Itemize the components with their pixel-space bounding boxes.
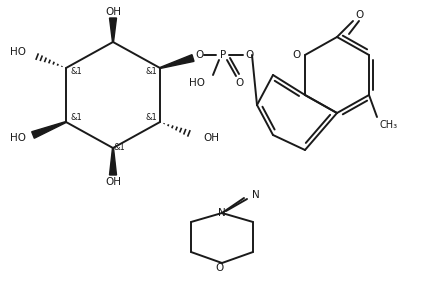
Text: OH: OH (203, 133, 219, 143)
Text: O: O (195, 50, 203, 60)
Text: &1: &1 (113, 144, 125, 153)
Text: O: O (235, 78, 243, 88)
Text: N: N (252, 190, 260, 200)
Text: O: O (355, 10, 363, 20)
Text: O: O (216, 263, 224, 273)
Text: &1: &1 (145, 114, 157, 123)
Text: HO: HO (189, 78, 205, 88)
Polygon shape (160, 55, 194, 68)
Text: OH: OH (105, 177, 121, 187)
Text: O: O (245, 50, 253, 60)
Text: &1: &1 (70, 114, 82, 123)
Polygon shape (32, 122, 66, 138)
Text: HO: HO (10, 133, 26, 143)
Text: P: P (220, 50, 226, 60)
Text: CH₃: CH₃ (379, 120, 397, 130)
Text: N: N (218, 208, 226, 218)
Text: &1: &1 (70, 68, 82, 77)
Polygon shape (110, 148, 117, 175)
Polygon shape (110, 18, 117, 42)
Text: &1: &1 (145, 68, 157, 77)
Text: OH: OH (105, 7, 121, 17)
Text: HO: HO (10, 47, 26, 57)
Text: O: O (293, 50, 301, 60)
